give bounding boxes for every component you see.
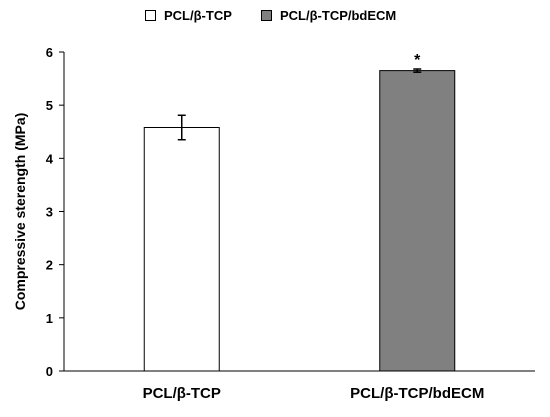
significance-asterisk: * <box>414 52 421 69</box>
y-tick-label: 1 <box>46 311 53 326</box>
bar <box>143 126 220 372</box>
y-tick-label: 6 <box>46 45 53 60</box>
y-tick-label: 0 <box>46 364 53 379</box>
y-tick-label: 2 <box>46 258 53 273</box>
x-axis-labels: PCL/β-TCP PCL/β-TCP/bdECM <box>143 385 485 402</box>
legend-label-pcl-tcp: PCL/β-TCP <box>164 8 232 23</box>
legend-swatch-pcl-tcp <box>145 10 156 21</box>
bars <box>143 70 456 372</box>
bar <box>379 70 456 372</box>
y-tick-label: 3 <box>46 205 53 220</box>
x-tick-label: PCL/β-TCP <box>143 385 221 402</box>
legend: PCL/β-TCP PCL/β-TCP/bdECM <box>0 8 550 32</box>
legend-item-pcl-tcp-bdecm: PCL/β-TCP/bdECM <box>261 8 396 23</box>
y-tick-label: 5 <box>46 98 53 113</box>
x-tick-label: PCL/β-TCP/bdECM <box>350 385 484 402</box>
y-axis-ticks: 0 1 2 3 4 5 6 <box>46 45 64 379</box>
error-bars <box>177 68 422 141</box>
legend-item-pcl-tcp: PCL/β-TCP <box>145 8 232 23</box>
legend-swatch-pcl-tcp-bdecm <box>261 10 272 21</box>
y-tick-label: 4 <box>46 151 54 166</box>
y-axis-label: Compressive sterength (MPa) <box>12 113 28 311</box>
annotations: * <box>414 52 421 69</box>
legend-label-pcl-tcp-bdecm: PCL/β-TCP/bdECM <box>280 8 397 23</box>
